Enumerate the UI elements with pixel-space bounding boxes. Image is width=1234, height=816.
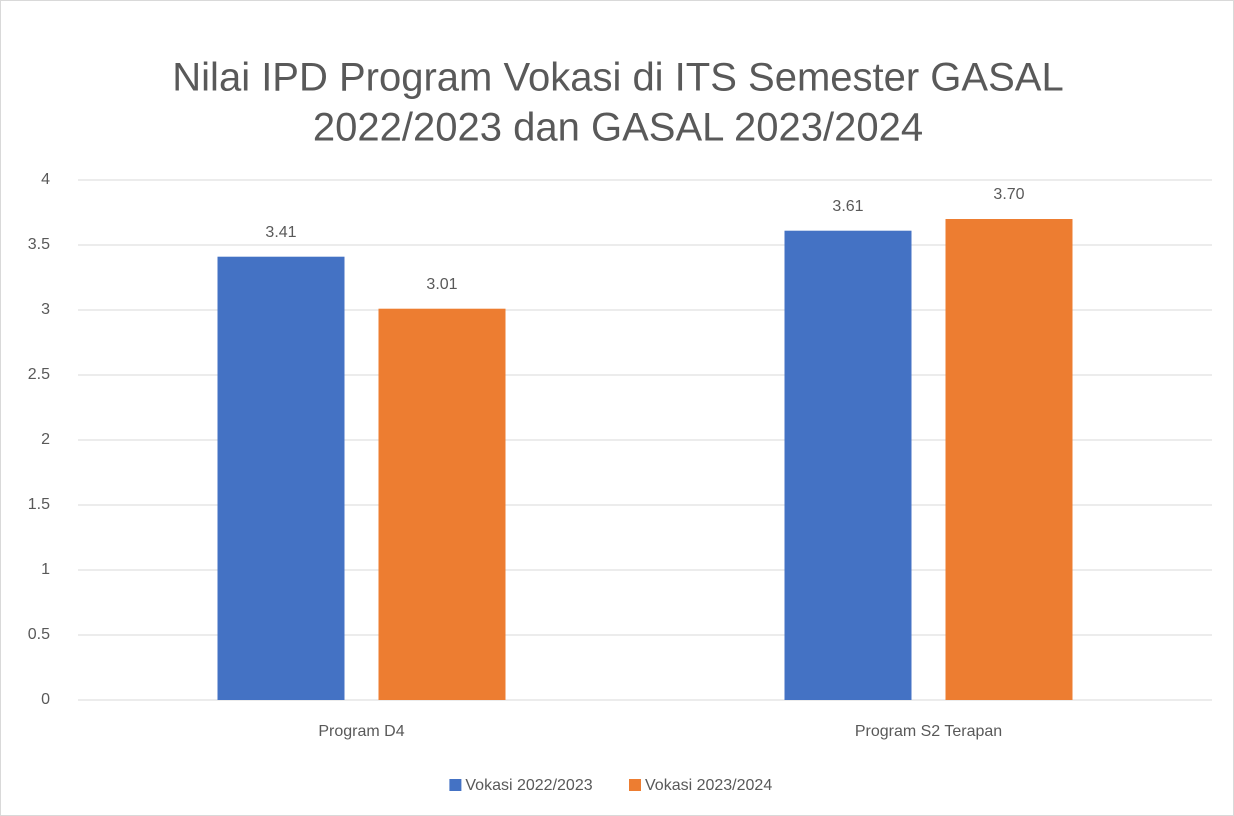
y-tick-label: 4 — [41, 171, 50, 188]
y-tick-label: 3.5 — [28, 236, 50, 253]
bar — [378, 308, 506, 700]
y-tick-label: 2 — [41, 431, 50, 448]
legend-swatch — [629, 779, 641, 791]
y-tick-label: 0 — [41, 691, 50, 708]
y-tick-label: 2.5 — [28, 366, 50, 383]
bar — [945, 219, 1073, 700]
legend-label: Vokasi 2023/2024 — [645, 777, 772, 794]
data-label: 3.70 — [993, 186, 1024, 203]
y-tick-label: 0.5 — [28, 626, 50, 643]
x-tick-label: Program D4 — [318, 723, 404, 740]
bar — [784, 230, 912, 700]
y-tick-label: 3 — [41, 301, 50, 318]
data-label: 3.61 — [832, 198, 863, 215]
y-tick-label: 1 — [41, 561, 50, 578]
bar — [217, 256, 345, 700]
chart-title: Nilai IPD Program Vokasi di ITS Semester… — [172, 56, 1063, 100]
legend-swatch — [449, 779, 462, 791]
data-label: 3.01 — [426, 276, 457, 293]
x-tick-label: Program S2 Terapan — [855, 723, 1002, 740]
y-tick-label: 1.5 — [28, 496, 50, 513]
legend-label: Vokasi 2022/2023 — [465, 777, 592, 794]
chart-title: 2022/2023 dan GASAL 2023/2024 — [313, 106, 923, 150]
data-label: 3.41 — [265, 224, 296, 241]
